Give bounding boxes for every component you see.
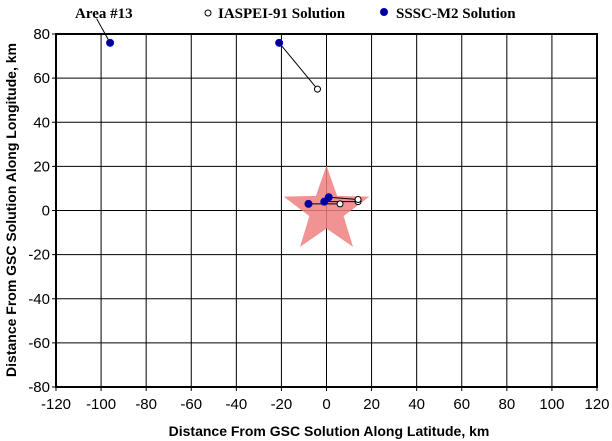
y-tick-label: 0 [42, 203, 50, 220]
y-tick-label: 40 [33, 114, 50, 131]
legend-filled-circle-marker [380, 8, 388, 16]
y-tick-label: -80 [28, 379, 50, 396]
iaspei-solution-point [336, 200, 344, 208]
y-axis-label: Distance From GSC Solution Along Longitu… [3, 43, 19, 377]
x-axis-label: Distance From GSC Solution Along Latitud… [169, 423, 490, 439]
legend-label-iaspei: IASPEI-91 Solution [218, 6, 346, 22]
y-tick-label: -40 [28, 291, 50, 308]
x-tick-label: 80 [498, 396, 515, 413]
chart-title: Area #13 [75, 6, 133, 22]
x-tick-label: -80 [135, 396, 157, 413]
x-tick-label: -60 [180, 396, 202, 413]
x-tick-label: -100 [86, 396, 116, 413]
gsc-reference-star [283, 165, 370, 247]
x-tick-label: 60 [453, 396, 470, 413]
x-tick-label: 0 [322, 396, 330, 413]
x-tick-label: -120 [41, 396, 71, 413]
x-tick-label: 20 [363, 396, 380, 413]
iaspei-solution-point [313, 85, 321, 93]
connector-line [278, 42, 318, 90]
points-layer [106, 38, 362, 208]
x-tick-label: -20 [271, 396, 293, 413]
sssc-solution-point [275, 38, 284, 47]
connector-line [328, 196, 359, 200]
x-tick-label: 40 [408, 396, 425, 413]
legend-label-sssc: SSSC-M2 Solution [396, 6, 516, 22]
legend-open-circle-marker [204, 9, 212, 17]
sssc-solution-point [106, 38, 115, 47]
y-tick-label: -60 [28, 335, 50, 352]
x-tick-label: 120 [584, 396, 609, 413]
y-tick-label: 20 [33, 158, 50, 175]
y-tick-label: 80 [33, 26, 50, 43]
star-layer [283, 165, 370, 247]
plot-frame [55, 33, 598, 388]
y-tick-labels: -80 -60 -40 -20 0 20 40 60 80 [28, 26, 50, 396]
connector-line [96, 18, 111, 44]
legend: Area #13 IASPEI-91 Solution SSSC-M2 Solu… [75, 6, 516, 22]
y-tick-label: 60 [33, 70, 50, 87]
iaspei-solution-point [354, 195, 362, 203]
x-tick-labels: -120 -100 -80 -60 -40 -20 0 20 40 60 80 100 120 [41, 396, 610, 413]
sssc-solution-point [304, 199, 313, 208]
y-tick-label: -20 [28, 247, 50, 264]
x-tick-label: -40 [225, 396, 247, 413]
sssc-solution-point [324, 193, 333, 202]
x-tick-label: 100 [539, 396, 564, 413]
